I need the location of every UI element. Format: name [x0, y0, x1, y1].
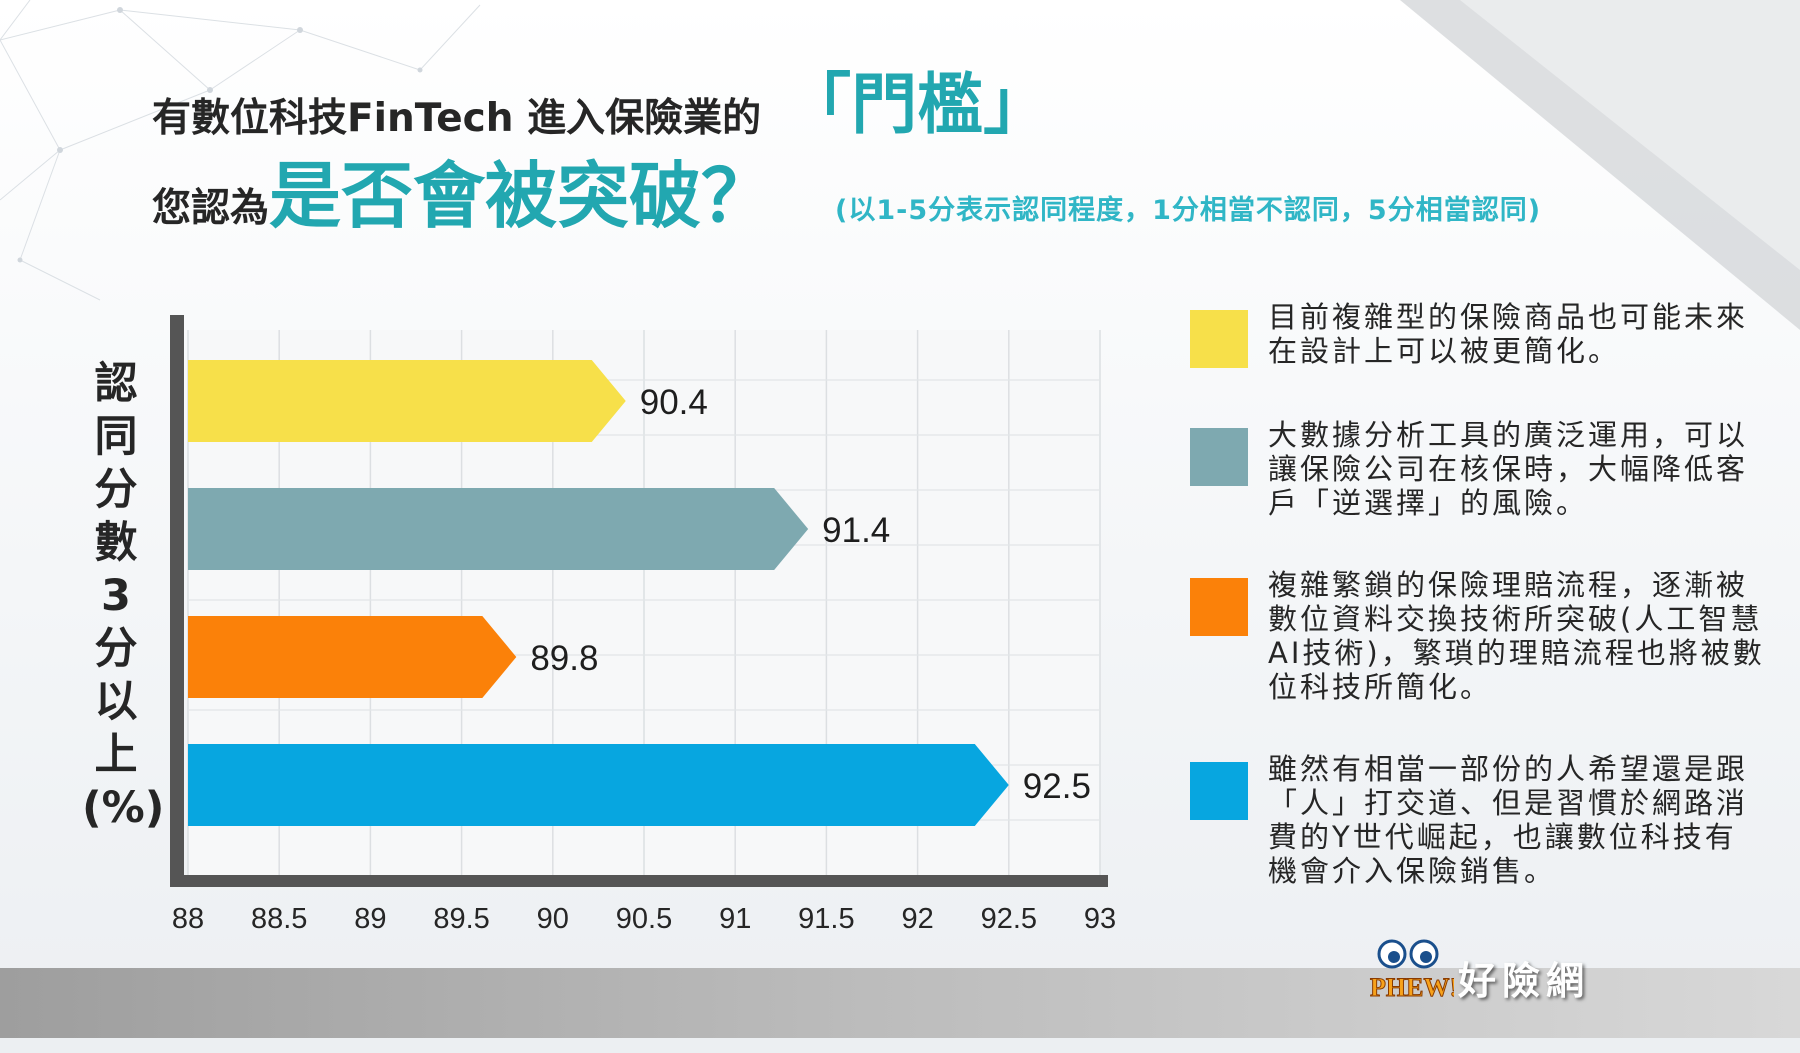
- x-tick-label: 91: [719, 903, 751, 935]
- logo-mark-text: PHEW!: [1370, 973, 1454, 1002]
- x-tick-label: 88: [172, 903, 204, 935]
- bar: [188, 488, 809, 570]
- x-axis-line: [170, 875, 1108, 887]
- legend-swatch: [1190, 310, 1248, 368]
- legend-swatch: [1190, 578, 1248, 636]
- bar: [188, 616, 517, 698]
- legend-text: 複雜繁鎖的保險理賠流程，逐漸被數位資料交換技術所突破(人工智慧AI技術)，繁瑣的…: [1268, 568, 1765, 704]
- y-axis-label-char: 分: [94, 465, 138, 515]
- y-axis-label-char: 以: [94, 677, 138, 727]
- legend-text: 目前複雜型的保險商品也可能未來在設計上可以被更簡化。: [1268, 300, 1749, 368]
- x-tick-label: 88.5: [251, 903, 307, 935]
- y-axis-label-char: 分: [94, 624, 138, 674]
- bar: [188, 744, 1009, 826]
- legend-swatch: [1190, 762, 1248, 820]
- x-tick-label: 89.5: [433, 903, 489, 935]
- legend-swatch: [1190, 428, 1248, 486]
- chart-title-line1: 有數位科技FinTech 進入保險業的 「門檻」: [152, 69, 1049, 154]
- bar-value-label: 92.5: [1023, 767, 1091, 806]
- title-line1-highlight: 「門檻」: [785, 65, 1050, 143]
- y-axis-label-char: 3: [101, 571, 131, 621]
- bar-value-label: 90.4: [640, 383, 708, 422]
- x-tick-label: 91.5: [798, 903, 854, 935]
- y-axis-label: 認同分數 3 分以上 (%): [82, 358, 164, 835]
- legend-text: 大數據分析工具的廣泛運用，可以讓保險公司在核保時，大幅降低客戶「逆選擇」的風險。: [1268, 418, 1749, 520]
- x-tick-label: 92.5: [981, 903, 1037, 935]
- bar-value-label: 91.4: [822, 511, 890, 550]
- y-axis-label-char: 認: [94, 359, 138, 409]
- x-tick-label: 93: [1084, 903, 1116, 935]
- bar: [188, 360, 626, 442]
- title-line2-highlight: 是否會被突破？: [269, 154, 774, 238]
- x-tick-label: 90: [537, 903, 569, 935]
- x-tick-label: 90.5: [616, 903, 672, 935]
- y-axis-line: [170, 315, 184, 885]
- bar-value-label: 89.8: [530, 639, 598, 678]
- y-axis-label-char: 數: [94, 518, 138, 568]
- x-tick-label: 89: [354, 903, 386, 935]
- logo-name: 好險網: [1458, 959, 1591, 1003]
- chart-title-line2: 您認為是否會被突破？: [152, 156, 773, 236]
- title-line1-prefix: 有數位科技FinTech 進入保險業的: [152, 96, 762, 141]
- chart-subtitle: (以1-5分表示認同程度，1分相當不認同，5分相當認同): [835, 195, 1542, 226]
- x-tick-label: 92: [901, 903, 933, 935]
- logo-mark: PHEW!: [1370, 939, 1454, 1003]
- title-line2-prefix: 您認為: [152, 186, 270, 231]
- y-axis-label-char: 同: [94, 412, 138, 462]
- y-axis-label-char: 上: [94, 730, 138, 780]
- footer-band: [0, 968, 1800, 1038]
- legend-text: 雖然有相當一部份的人希望還是跟「人」打交道、但是習慣於網路消費的Y世代崛起，也讓…: [1268, 752, 1749, 888]
